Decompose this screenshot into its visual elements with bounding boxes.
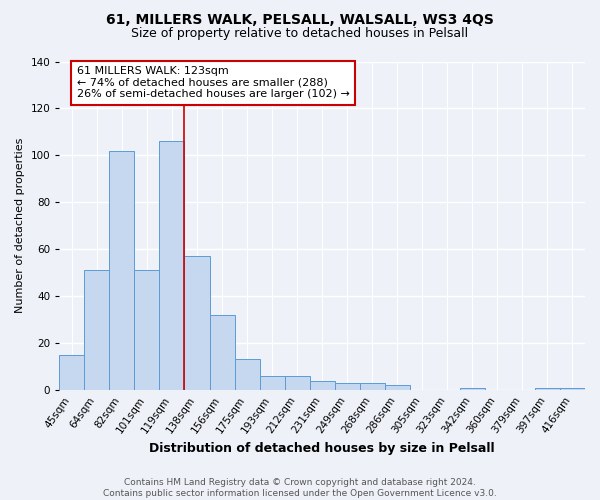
X-axis label: Distribution of detached houses by size in Pelsall: Distribution of detached houses by size … <box>149 442 495 455</box>
Bar <box>284 376 310 390</box>
Text: 61 MILLERS WALK: 123sqm
← 74% of detached houses are smaller (288)
26% of semi-d: 61 MILLERS WALK: 123sqm ← 74% of detache… <box>77 66 350 100</box>
Bar <box>535 388 560 390</box>
Bar <box>235 360 260 390</box>
Text: Contains HM Land Registry data © Crown copyright and database right 2024.
Contai: Contains HM Land Registry data © Crown c… <box>103 478 497 498</box>
Bar <box>134 270 160 390</box>
Bar <box>360 383 385 390</box>
Bar <box>109 150 134 390</box>
Bar <box>335 383 360 390</box>
Text: Size of property relative to detached houses in Pelsall: Size of property relative to detached ho… <box>131 28 469 40</box>
Bar <box>85 270 109 390</box>
Bar <box>209 315 235 390</box>
Bar <box>385 386 410 390</box>
Bar <box>260 376 284 390</box>
Bar <box>160 142 184 390</box>
Bar <box>560 388 585 390</box>
Text: 61, MILLERS WALK, PELSALL, WALSALL, WS3 4QS: 61, MILLERS WALK, PELSALL, WALSALL, WS3 … <box>106 12 494 26</box>
Y-axis label: Number of detached properties: Number of detached properties <box>15 138 25 314</box>
Bar <box>460 388 485 390</box>
Bar <box>310 380 335 390</box>
Bar <box>184 256 209 390</box>
Bar <box>59 355 85 390</box>
